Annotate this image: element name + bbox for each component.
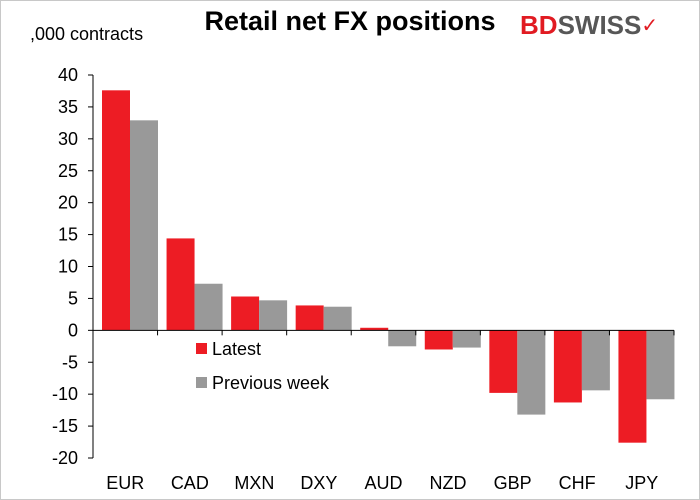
bar-previous-week-dxy: [323, 306, 352, 331]
y-tick-label: 0: [68, 320, 78, 340]
bar-latest-mxn: [231, 296, 260, 331]
bar-latest-aud: [360, 327, 389, 331]
x-category-label-jpy: JPY: [625, 473, 658, 493]
x-category-label-aud: AUD: [364, 473, 402, 493]
logo-text-bd: BD: [520, 10, 558, 40]
bar-previous-week-eur: [130, 120, 158, 331]
x-category-label-chf: CHF: [559, 473, 596, 493]
legend-swatch-previous-week: [196, 377, 207, 388]
chart-title: Retail net FX positions: [204, 6, 496, 36]
bar-latest-eur: [102, 90, 130, 331]
bar-latest-cad: [166, 238, 195, 331]
y-tick-label: 20: [58, 193, 78, 213]
x-category-label-eur: EUR: [106, 473, 144, 493]
x-category-label-nzd: NZD: [430, 473, 467, 493]
legend-label-latest: Latest: [212, 339, 261, 359]
bar-previous-week-mxn: [259, 300, 288, 331]
y-tick-label: 40: [58, 65, 78, 85]
bar-previous-week-nzd: [452, 330, 481, 348]
y-tick-label: -5: [62, 352, 78, 372]
logo-text-swiss: SWISS: [557, 10, 642, 40]
bar-previous-week-aud: [388, 330, 417, 347]
y-tick-label: -10: [52, 384, 78, 404]
bar-latest-jpy: [618, 330, 647, 443]
legend-label-previous-week: Previous week: [212, 373, 330, 393]
legend-swatch-latest: [196, 343, 207, 354]
y-tick-label: 35: [58, 97, 78, 117]
bar-latest-nzd: [424, 330, 453, 350]
x-category-label-mxn: MXN: [234, 473, 274, 493]
y-tick-label: -20: [52, 448, 78, 468]
y-tick-label: 30: [58, 129, 78, 149]
bar-previous-week-cad: [194, 283, 223, 331]
bar-previous-week-gbp: [517, 330, 546, 415]
y-tick-label: 10: [58, 257, 78, 277]
bdswiss-logo: BDSWISS✓: [520, 10, 658, 41]
bar-latest-chf: [553, 330, 582, 403]
bar-latest-gbp: [489, 330, 518, 393]
x-category-label-dxy: DXY: [300, 473, 337, 493]
y-tick-label: 15: [58, 225, 78, 245]
bar-previous-week-chf: [581, 330, 610, 391]
bar-latest-dxy: [295, 305, 324, 331]
y-tick-label: -15: [52, 416, 78, 436]
logo-check-icon: ✓: [641, 15, 659, 37]
x-category-label-cad: CAD: [171, 473, 209, 493]
x-category-label-gbp: GBP: [494, 473, 532, 493]
y-tick-label: 5: [68, 288, 78, 308]
y-tick-label: 25: [58, 161, 78, 181]
bar-previous-week-jpy: [646, 330, 675, 400]
y-axis-unit-label: ,000 contracts: [30, 24, 144, 44]
